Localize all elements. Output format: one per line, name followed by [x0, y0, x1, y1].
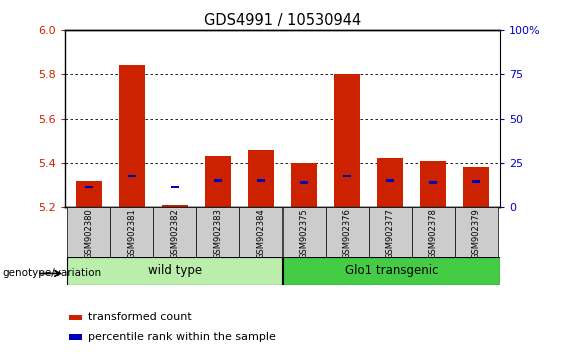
Bar [69, 315, 82, 320]
Text: GSM902376: GSM902376 [342, 209, 351, 259]
Text: GSM902381: GSM902381 [127, 209, 136, 259]
Bar [300, 181, 308, 184]
Bar [197, 207, 240, 257]
Text: GSM902375: GSM902375 [299, 209, 308, 259]
Bar [420, 161, 446, 207]
Text: GSM902377: GSM902377 [386, 209, 395, 259]
Bar [128, 175, 136, 177]
Bar [110, 207, 153, 257]
Bar [325, 207, 368, 257]
Text: wild type: wild type [148, 264, 202, 277]
Bar [282, 207, 325, 257]
Bar [85, 185, 93, 188]
Bar [67, 207, 110, 257]
Text: GSM902379: GSM902379 [472, 209, 481, 259]
Bar [334, 74, 360, 207]
Bar [162, 205, 188, 207]
Bar [472, 180, 480, 183]
Text: transformed count: transformed count [88, 313, 192, 322]
Title: GDS4991 / 10530944: GDS4991 / 10530944 [204, 12, 361, 28]
Bar [282, 257, 500, 285]
Bar [119, 65, 145, 207]
Bar [291, 163, 317, 207]
Bar [69, 335, 82, 340]
Bar [343, 175, 351, 177]
Bar [377, 159, 403, 207]
Bar [171, 185, 179, 188]
Bar [429, 181, 437, 184]
Text: GSM902383: GSM902383 [214, 209, 223, 259]
Text: GSM902378: GSM902378 [429, 209, 438, 259]
Bar [463, 167, 489, 207]
Bar [240, 207, 282, 257]
Text: GSM902384: GSM902384 [257, 209, 266, 259]
Text: Glo1 transgenic: Glo1 transgenic [345, 264, 438, 277]
Text: GSM902382: GSM902382 [170, 209, 179, 259]
Text: genotype/variation: genotype/variation [3, 268, 102, 278]
Bar [205, 156, 231, 207]
Text: GSM902380: GSM902380 [84, 209, 93, 259]
Bar [386, 179, 394, 182]
Bar [257, 179, 265, 182]
Text: percentile rank within the sample: percentile rank within the sample [88, 332, 276, 342]
Bar [76, 181, 102, 207]
Bar [368, 207, 412, 257]
Bar [412, 207, 455, 257]
Bar [455, 207, 498, 257]
Bar [214, 179, 222, 182]
Bar [248, 150, 274, 207]
Bar [153, 207, 197, 257]
Bar [67, 257, 282, 285]
